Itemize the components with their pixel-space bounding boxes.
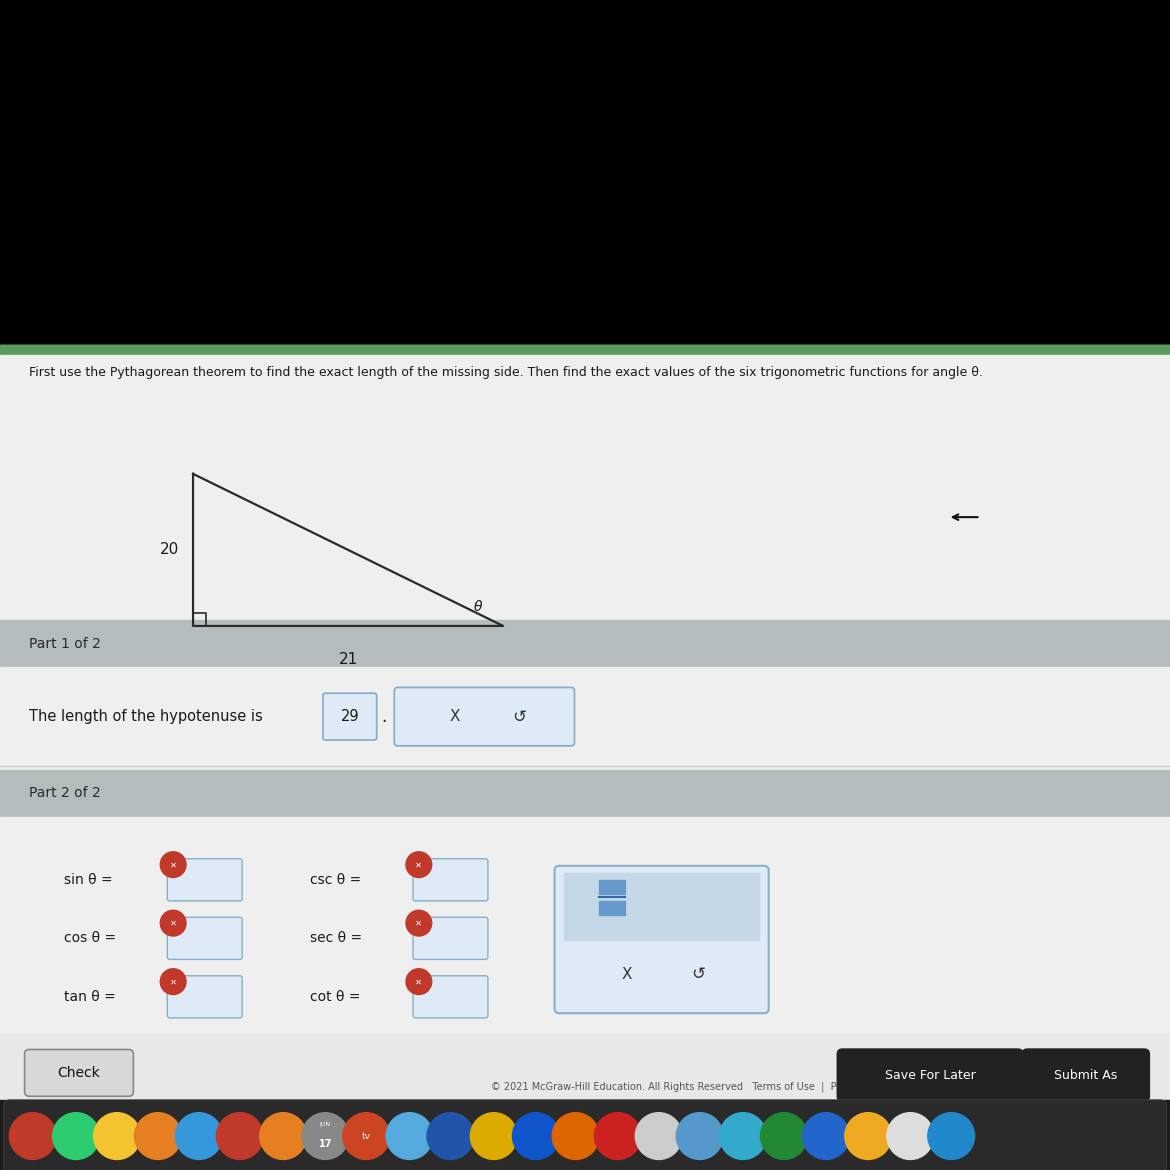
Text: JUN: JUN xyxy=(319,1122,331,1127)
Text: 21: 21 xyxy=(338,652,358,667)
Bar xyxy=(0,817,1170,1100)
Text: ↺: ↺ xyxy=(512,708,526,725)
FancyBboxPatch shape xyxy=(413,976,488,1018)
Circle shape xyxy=(928,1113,975,1159)
Circle shape xyxy=(552,1113,599,1159)
Circle shape xyxy=(635,1113,682,1159)
Text: tv: tv xyxy=(362,1131,371,1141)
Bar xyxy=(599,901,625,915)
Text: ✕: ✕ xyxy=(170,977,177,986)
Text: .: . xyxy=(381,708,386,725)
Circle shape xyxy=(94,1113,140,1159)
Text: θ: θ xyxy=(474,600,482,614)
Circle shape xyxy=(406,969,432,994)
Bar xyxy=(0,620,1170,667)
Circle shape xyxy=(470,1113,517,1159)
Circle shape xyxy=(160,852,186,878)
Circle shape xyxy=(135,1113,181,1159)
Text: The length of the hypotenuse is: The length of the hypotenuse is xyxy=(29,709,263,724)
Text: ✕: ✕ xyxy=(415,977,422,986)
Circle shape xyxy=(160,969,186,994)
Circle shape xyxy=(845,1113,892,1159)
Text: 20: 20 xyxy=(160,543,179,557)
FancyBboxPatch shape xyxy=(4,1100,1166,1170)
Circle shape xyxy=(216,1113,263,1159)
FancyBboxPatch shape xyxy=(167,917,242,959)
Circle shape xyxy=(53,1113,99,1159)
Circle shape xyxy=(676,1113,723,1159)
FancyBboxPatch shape xyxy=(413,859,488,901)
Text: ↺: ↺ xyxy=(691,965,706,983)
Bar xyxy=(0,667,1170,766)
Text: sin θ =: sin θ = xyxy=(64,873,113,887)
Circle shape xyxy=(160,910,186,936)
Text: Check: Check xyxy=(57,1066,101,1080)
Bar xyxy=(0,770,1170,817)
Circle shape xyxy=(803,1113,849,1159)
FancyBboxPatch shape xyxy=(323,693,377,741)
FancyBboxPatch shape xyxy=(1021,1048,1150,1102)
Text: First use the Pythagorean theorem to find the exact length of the missing side. : First use the Pythagorean theorem to fin… xyxy=(29,366,983,379)
Circle shape xyxy=(406,910,432,936)
Circle shape xyxy=(512,1113,559,1159)
Text: ✕: ✕ xyxy=(170,918,177,928)
Text: Save For Later: Save For Later xyxy=(885,1068,976,1082)
Text: csc θ =: csc θ = xyxy=(310,873,362,887)
Text: Part 1 of 2: Part 1 of 2 xyxy=(29,636,101,651)
Circle shape xyxy=(176,1113,222,1159)
Circle shape xyxy=(386,1113,433,1159)
Circle shape xyxy=(406,852,432,878)
FancyBboxPatch shape xyxy=(413,917,488,959)
FancyBboxPatch shape xyxy=(394,688,574,746)
Circle shape xyxy=(720,1113,766,1159)
FancyBboxPatch shape xyxy=(167,859,242,901)
Bar xyxy=(0,345,1170,355)
FancyBboxPatch shape xyxy=(837,1048,1024,1102)
Bar xyxy=(0,345,1170,1170)
Text: ✕: ✕ xyxy=(415,918,422,928)
FancyBboxPatch shape xyxy=(167,976,242,1018)
Circle shape xyxy=(343,1113,390,1159)
Text: ✕: ✕ xyxy=(415,860,422,869)
Bar xyxy=(564,873,759,940)
Circle shape xyxy=(427,1113,474,1159)
Text: X: X xyxy=(449,709,460,724)
Bar xyxy=(0,355,1170,1100)
Bar xyxy=(0,1033,1170,1106)
Text: cot θ =: cot θ = xyxy=(310,990,360,1004)
Text: tan θ =: tan θ = xyxy=(64,990,116,1004)
Bar xyxy=(0,1100,1170,1170)
Circle shape xyxy=(594,1113,641,1159)
Text: 29: 29 xyxy=(340,709,359,724)
Text: Submit As: Submit As xyxy=(1054,1068,1117,1082)
Text: © 2021 McGraw-Hill Education. All Rights Reserved   Terms of Use  |  Privacy: © 2021 McGraw-Hill Education. All Rights… xyxy=(491,1081,866,1092)
Circle shape xyxy=(302,1113,349,1159)
Text: 17: 17 xyxy=(318,1140,332,1149)
Text: Part 2 of 2: Part 2 of 2 xyxy=(29,786,101,800)
Text: ✕: ✕ xyxy=(170,860,177,869)
Circle shape xyxy=(260,1113,307,1159)
Circle shape xyxy=(887,1113,934,1159)
Text: sec θ =: sec θ = xyxy=(310,931,363,945)
Bar xyxy=(0,0,1170,345)
Circle shape xyxy=(760,1113,807,1159)
Circle shape xyxy=(9,1113,56,1159)
FancyBboxPatch shape xyxy=(555,866,769,1013)
Bar xyxy=(599,880,625,894)
Text: X: X xyxy=(621,966,632,982)
FancyBboxPatch shape xyxy=(25,1049,133,1096)
Text: cos θ =: cos θ = xyxy=(64,931,117,945)
